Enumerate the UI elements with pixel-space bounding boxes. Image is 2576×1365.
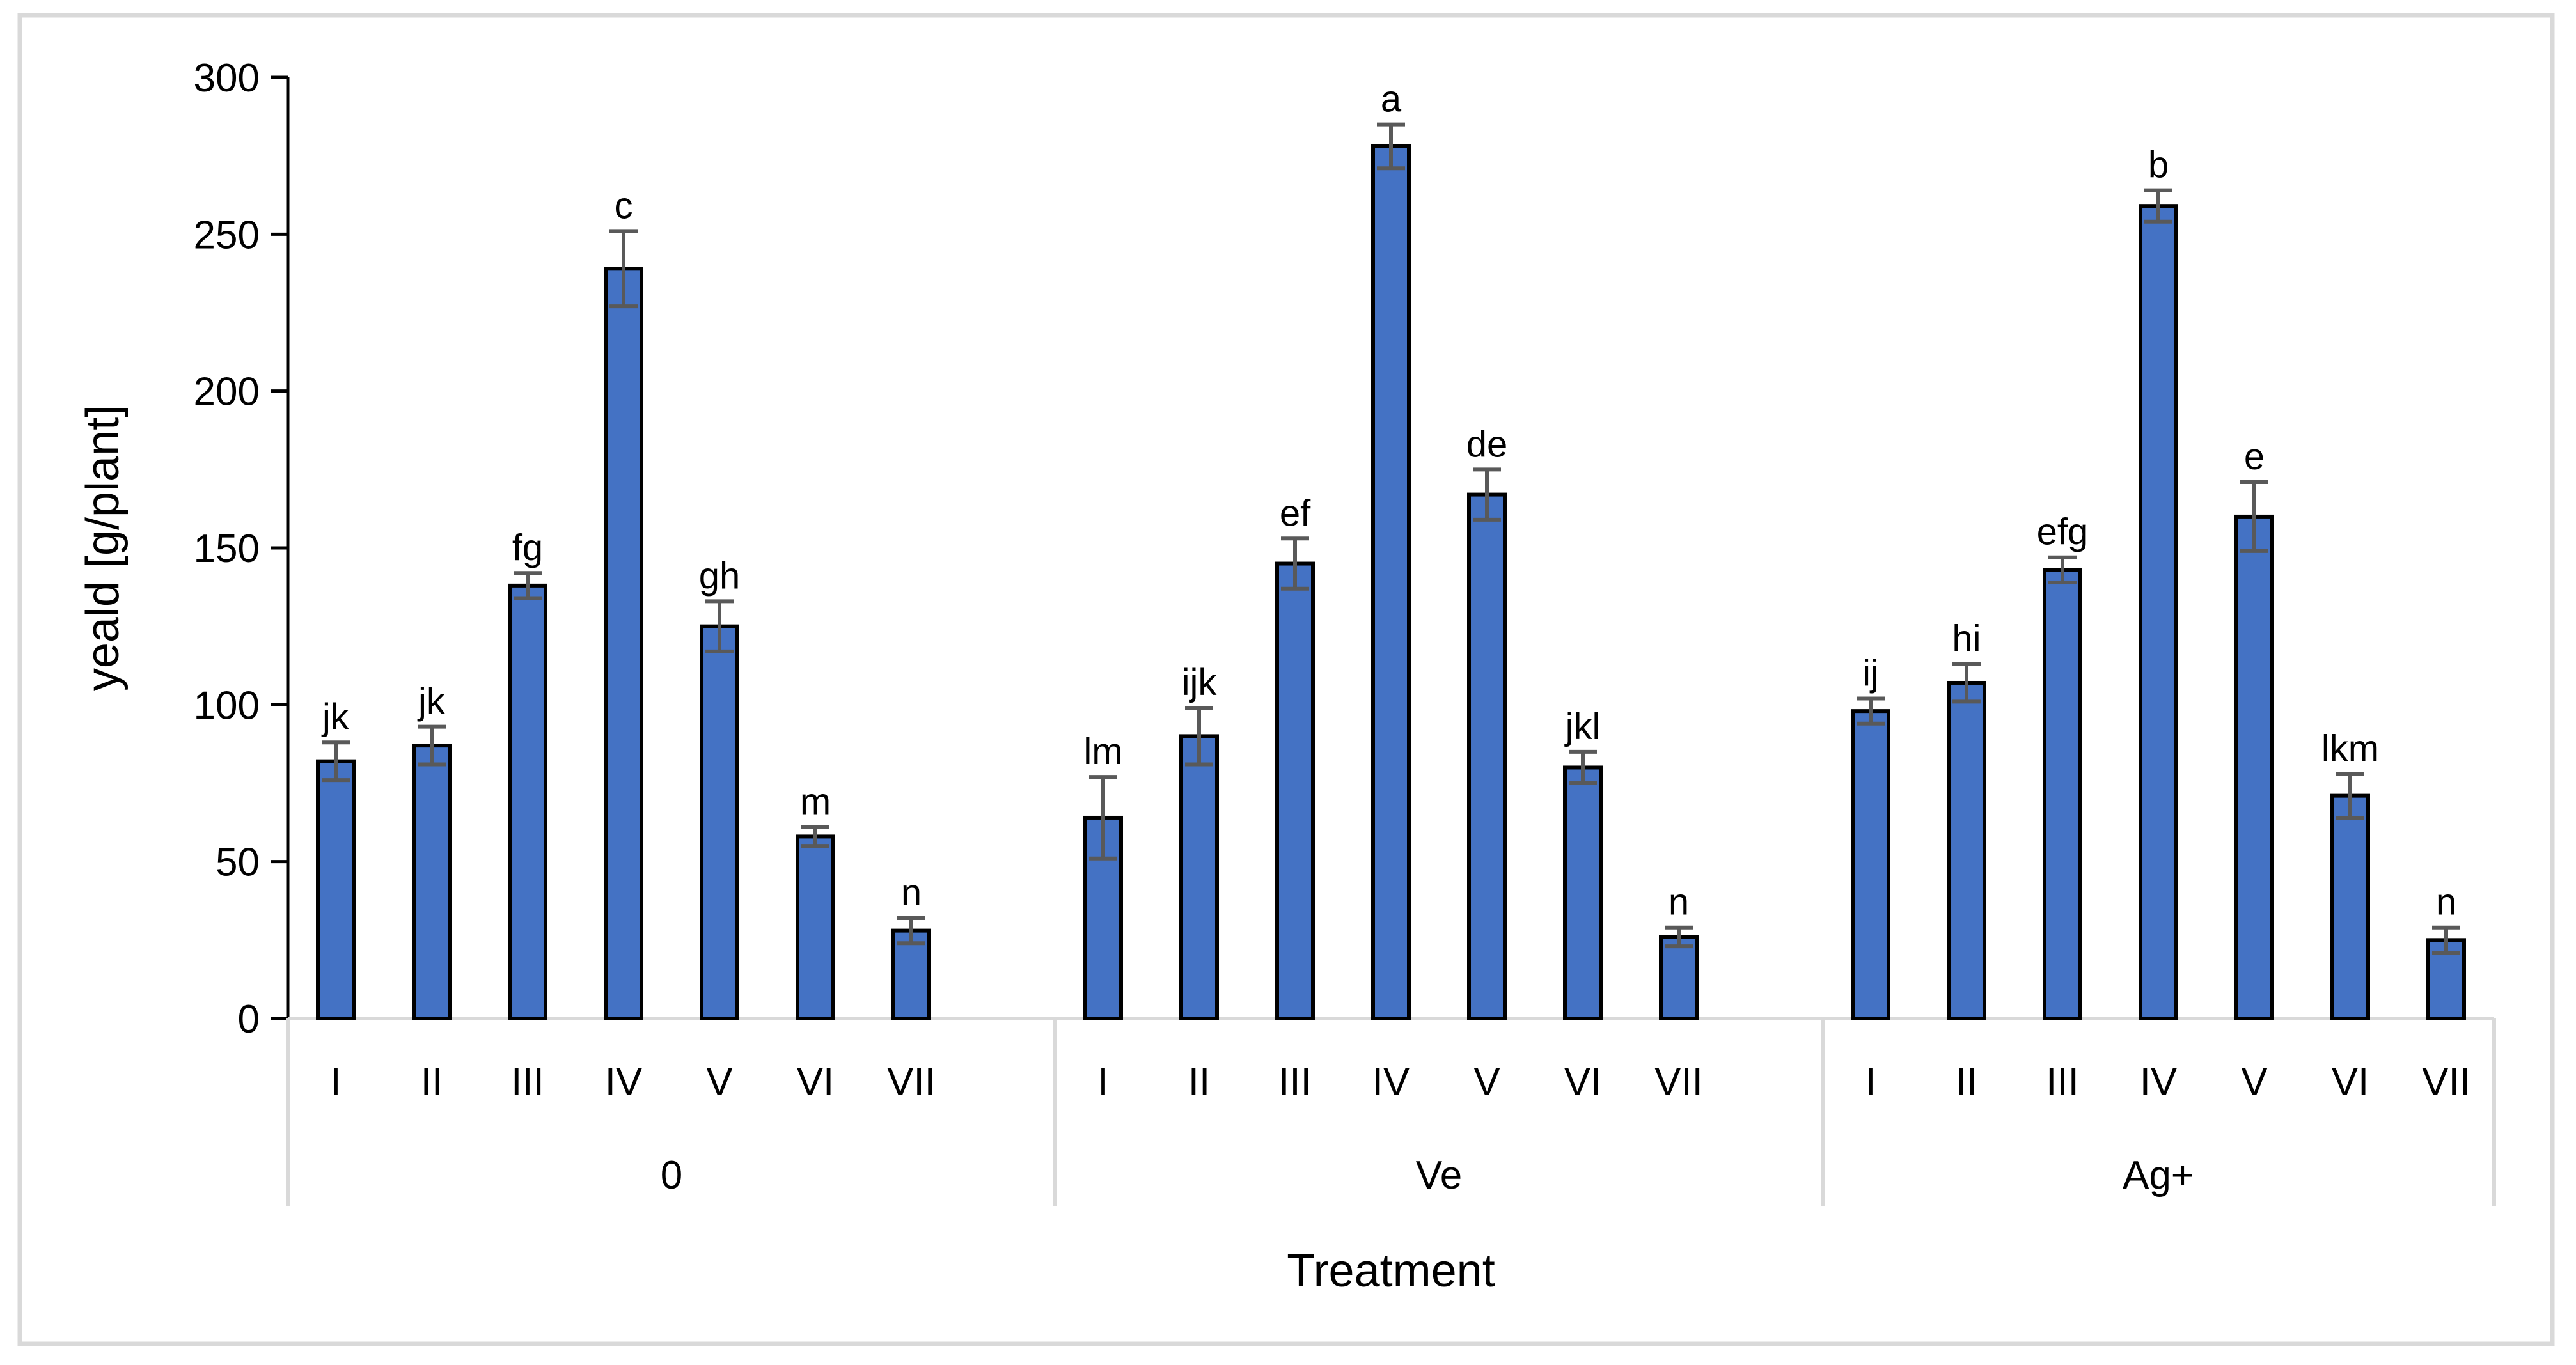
significance-letter: lm bbox=[1083, 731, 1122, 772]
bar bbox=[700, 624, 739, 1020]
significance-letter: gh bbox=[699, 555, 741, 597]
category-label: IV bbox=[2140, 1060, 2178, 1104]
significance-letter: hi bbox=[1952, 618, 1981, 660]
group-label: 0 bbox=[661, 1153, 682, 1197]
bar bbox=[316, 759, 356, 1020]
bar bbox=[1851, 709, 1890, 1020]
bar bbox=[1947, 680, 1986, 1020]
significance-letter: fg bbox=[512, 527, 543, 568]
significance-letter: jkl bbox=[1564, 706, 1601, 747]
y-tick-label: 250 bbox=[194, 213, 260, 257]
category-label: IV bbox=[1372, 1060, 1410, 1104]
significance-letter: b bbox=[2148, 144, 2169, 186]
category-label: VII bbox=[2422, 1060, 2470, 1104]
significance-letter: ijk bbox=[1182, 662, 1218, 703]
category-label: III bbox=[1278, 1060, 1312, 1104]
bar bbox=[508, 583, 547, 1020]
bar bbox=[412, 744, 452, 1020]
significance-letter: n bbox=[1669, 882, 1689, 923]
category-label: V bbox=[1473, 1060, 1500, 1104]
significance-letter: ij bbox=[1862, 653, 1879, 694]
significance-letters-layer: jk jk fg c gh m n lm ijk ef a de jkl n ij hi efg b e lkm n bbox=[321, 79, 2456, 923]
y-tick-label: 100 bbox=[194, 683, 260, 728]
category-label: II bbox=[421, 1060, 443, 1104]
group-label: Ve bbox=[1416, 1153, 1462, 1197]
bars-layer bbox=[316, 144, 2466, 1021]
bar bbox=[1563, 765, 1603, 1020]
bar bbox=[1275, 561, 1315, 1020]
category-label: VI bbox=[797, 1060, 835, 1104]
category-label: III bbox=[2046, 1060, 2079, 1104]
bar bbox=[2330, 793, 2370, 1021]
y-tick-label: 50 bbox=[216, 841, 260, 885]
bar bbox=[796, 834, 835, 1020]
chart-border bbox=[17, 13, 2555, 1346]
category-label: VI bbox=[2332, 1060, 2369, 1104]
significance-letter: e bbox=[2244, 436, 2265, 478]
bar bbox=[1659, 935, 1699, 1020]
significance-letter: n bbox=[2436, 882, 2456, 923]
group-label: Ag+ bbox=[2123, 1153, 2194, 1197]
category-label: I bbox=[330, 1060, 341, 1104]
category-label: VI bbox=[1564, 1060, 1602, 1104]
category-label: VII bbox=[1654, 1060, 1703, 1104]
bar bbox=[1179, 734, 1219, 1021]
significance-letter: efg bbox=[2037, 511, 2089, 553]
significance-letter: jk bbox=[417, 681, 446, 722]
category-label: V bbox=[2241, 1060, 2268, 1104]
category-label: I bbox=[1865, 1060, 1876, 1104]
significance-letter: lkm bbox=[2321, 728, 2379, 769]
significance-letter: de bbox=[1466, 423, 1508, 465]
category-label: V bbox=[706, 1060, 733, 1104]
y-tick-label: 300 bbox=[194, 56, 260, 100]
significance-letter: a bbox=[1381, 79, 1402, 120]
category-label: VII bbox=[887, 1060, 936, 1104]
category-label: II bbox=[1188, 1060, 1210, 1104]
bar bbox=[2043, 568, 2082, 1020]
category-label: III bbox=[511, 1060, 544, 1104]
significance-letter: m bbox=[800, 781, 831, 823]
bar bbox=[1371, 144, 1411, 1021]
bar bbox=[1467, 492, 1507, 1020]
y-axis: 0 50 100 150 200 250 300 bbox=[194, 56, 290, 1041]
bar bbox=[2139, 204, 2178, 1020]
significance-letter: n bbox=[901, 872, 922, 914]
y-tick-label: 200 bbox=[194, 370, 260, 414]
category-label: I bbox=[1097, 1060, 1108, 1104]
x-axis-title: Treatment bbox=[1287, 1245, 1495, 1297]
bar bbox=[2234, 514, 2274, 1020]
bar bbox=[604, 267, 643, 1021]
y-tick-label: 150 bbox=[194, 527, 260, 571]
y-axis-title: yeald [g/plant] bbox=[77, 405, 129, 691]
significance-letter: jk bbox=[321, 696, 350, 738]
significance-letter: ef bbox=[1280, 492, 1311, 534]
bar bbox=[1083, 815, 1123, 1021]
category-label: II bbox=[1956, 1060, 1977, 1104]
error-bars-layer bbox=[322, 122, 2460, 955]
y-tick-label: 0 bbox=[238, 997, 260, 1041]
category-label: IV bbox=[605, 1060, 643, 1104]
significance-letter: c bbox=[615, 185, 633, 226]
